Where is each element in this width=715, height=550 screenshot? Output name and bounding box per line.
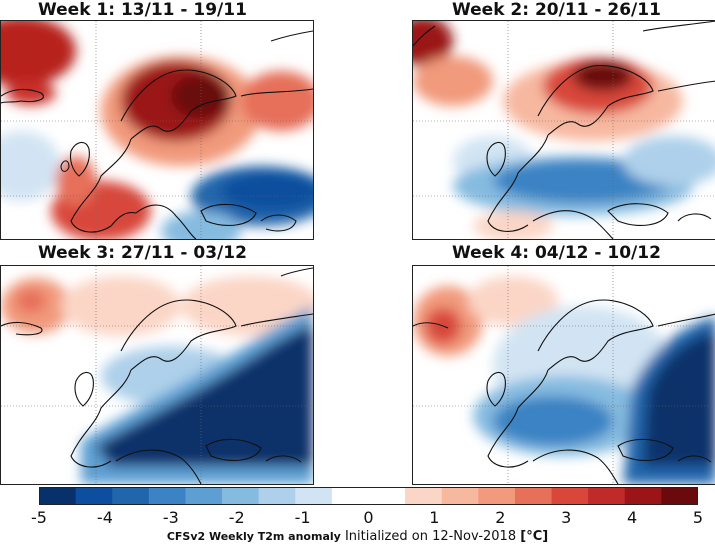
colorbar-tick-label: 0: [363, 508, 374, 527]
colorbar-segment: [39, 487, 77, 505]
colorbar-tick-label: -1: [294, 508, 311, 527]
caption-variable: CFSv2 Weekly T2m anomaly: [166, 530, 341, 543]
colorbar-segment: [185, 487, 223, 505]
colorbar-segment: [661, 487, 698, 505]
colorbar-segment: [441, 487, 479, 505]
map-week-1-canvas: [1, 21, 313, 239]
colorbar-tick-label: 4: [627, 508, 638, 527]
colorbar-segment: [331, 487, 369, 505]
colorbar-segment: [405, 487, 443, 505]
colorbar-segment: [624, 487, 662, 505]
colorbar-segment: [75, 487, 113, 505]
map-week-2-canvas: [413, 21, 715, 239]
map-week-3-canvas: [1, 266, 313, 484]
colorbar-segment: [112, 487, 150, 505]
map-week-4-canvas: [413, 266, 715, 484]
colorbar-segment: [295, 487, 333, 505]
colorbar-segment: [551, 487, 589, 505]
panel-title-week-2: Week 2: 20/11 - 26/11: [452, 0, 661, 20]
colorbar-tick-label: -5: [31, 508, 47, 527]
colorbar-segment: [368, 487, 406, 505]
caption: CFSv2 Weekly T2m anomaly Initialized on …: [0, 529, 715, 544]
colorbar-tick-label: 1: [429, 508, 440, 527]
colorbar-tick-label: 2: [495, 508, 506, 527]
caption-init: Initialized on 12-Nov-2018: [344, 529, 517, 544]
colorbar-tick-label: 3: [561, 508, 572, 527]
colorbar-segment: [588, 487, 626, 505]
map-week-4: [412, 265, 715, 485]
map-week-2: [412, 20, 715, 240]
caption-units: [°C]: [520, 529, 549, 544]
panel-title-week-4: Week 4: 04/12 - 10/12: [452, 243, 661, 263]
colorbar-tick-label: -4: [96, 508, 113, 527]
map-week-1: [0, 20, 314, 240]
colorbar-segment: [222, 487, 260, 505]
colorbar-segment: [514, 487, 553, 505]
panel-title-week-1: Week 1: 13/11 - 19/11: [38, 0, 247, 20]
colorbar-border: [39, 487, 698, 505]
colorbar-tick-label: 5: [692, 508, 704, 527]
panel-title-week-3: Week 3: 27/11 - 03/12: [38, 243, 247, 263]
map-week-3: [0, 265, 314, 485]
colorbar-segment: [258, 487, 296, 505]
colorbar-segment: [478, 487, 516, 505]
colorbar-tick-label: -2: [228, 508, 245, 527]
colorbar-tick-label: -3: [162, 508, 179, 527]
colorbar-segment: [148, 487, 186, 505]
colorbar: [39, 487, 698, 505]
